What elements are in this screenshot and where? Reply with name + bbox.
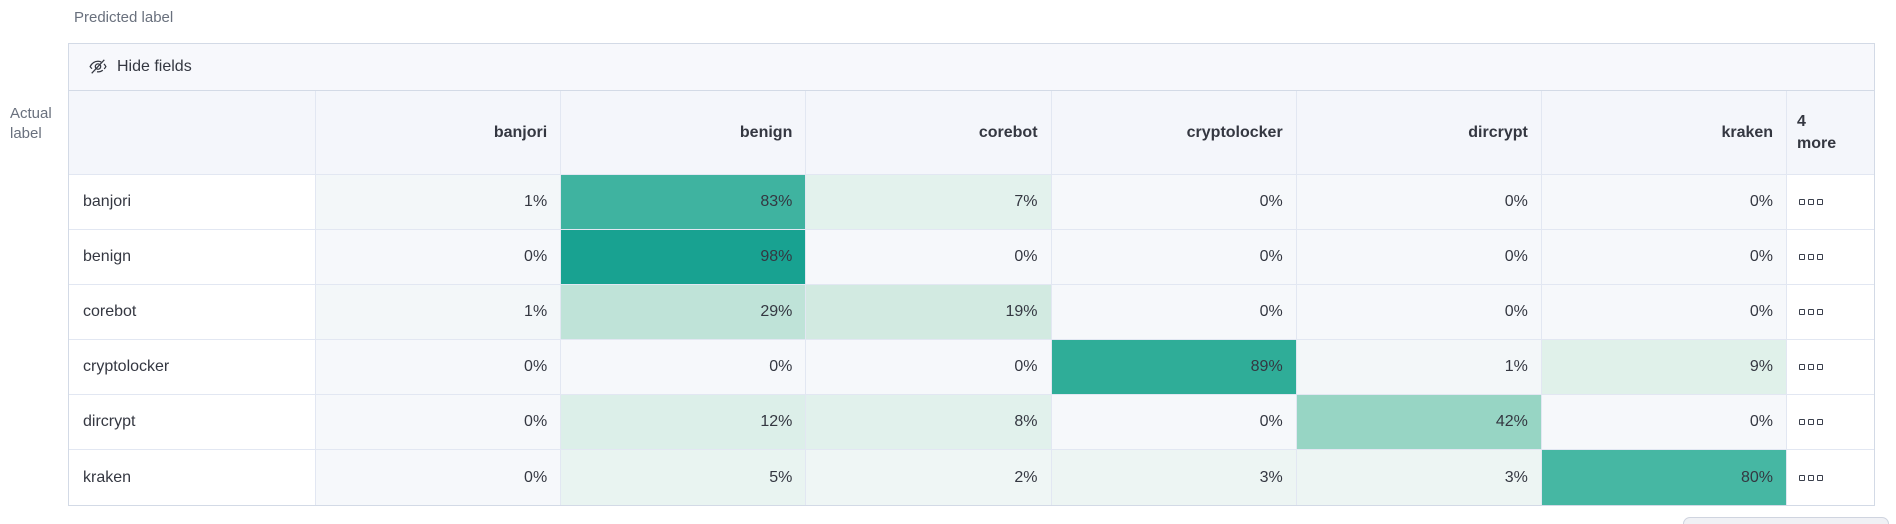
boxes-horizontal-icon <box>1808 199 1815 205</box>
matrix-cell[interactable]: 7% <box>806 175 1052 230</box>
boxes-horizontal-icon <box>1808 474 1815 481</box>
matrix-cell[interactable]: 0% <box>1541 285 1788 340</box>
matrix-cell[interactable]: 0% <box>1541 230 1788 285</box>
matrix-cell[interactable]: 9% <box>1541 340 1788 395</box>
boxes-horizontal-icon <box>1799 364 1806 370</box>
table-row: banjori 1% 83% 7% 0% 0% 0% <box>69 175 1875 230</box>
matrix-cell[interactable]: 0% <box>316 450 562 505</box>
boxes-horizontal-icon <box>1817 419 1824 425</box>
boxes-horizontal-icon <box>1808 419 1815 425</box>
more-columns-word: more <box>1797 134 1837 152</box>
more-cells-button[interactable] <box>1787 285 1875 340</box>
table-row: kraken 0% 5% 2% 3% 3% 80% <box>69 450 1875 505</box>
matrix-cell[interactable]: 0% <box>316 395 562 450</box>
eye-closed-icon <box>89 58 107 76</box>
hide-fields-label: Hide fields <box>117 58 192 75</box>
column-header-corebot[interactable]: corebot <box>806 91 1052 175</box>
boxes-horizontal-icon <box>1817 474 1824 481</box>
boxes-horizontal-icon <box>1808 309 1815 315</box>
row-label-dircrypt: dircrypt <box>69 395 316 450</box>
table-row: corebot 1% 29% 19% 0% 0% 0% <box>69 285 1875 340</box>
row-label-kraken: kraken <box>69 450 316 505</box>
hide-fields-button[interactable]: Hide fields <box>69 44 1874 91</box>
more-cells-button[interactable] <box>1787 450 1875 505</box>
matrix-cell[interactable]: 0% <box>806 340 1052 395</box>
boxes-horizontal-icon <box>1799 474 1806 481</box>
matrix-cell[interactable]: 0% <box>316 340 562 395</box>
row-label-banjori: banjori <box>69 175 316 230</box>
matrix-cell[interactable]: 0% <box>1541 175 1788 230</box>
row-label-corebot: corebot <box>69 285 316 340</box>
boxes-horizontal-icon <box>1799 199 1806 205</box>
boxes-horizontal-icon <box>1799 309 1806 315</box>
matrix-cell[interactable]: 3% <box>1296 450 1542 505</box>
row-label-benign: benign <box>69 230 316 285</box>
boxes-horizontal-icon <box>1817 199 1824 205</box>
column-header-cryptolocker[interactable]: cryptolocker <box>1051 91 1297 175</box>
matrix-cell[interactable]: 1% <box>1296 340 1542 395</box>
matrix-cell[interactable]: 0% <box>1296 175 1542 230</box>
column-header-more[interactable]: 4 more <box>1787 91 1875 175</box>
more-cells-button[interactable] <box>1787 230 1875 285</box>
more-cells-button[interactable] <box>1787 340 1875 395</box>
boxes-horizontal-icon <box>1817 254 1824 260</box>
matrix-cell[interactable]: 1% <box>316 285 562 340</box>
matrix-cell[interactable]: 12% <box>561 395 807 450</box>
matrix-cell[interactable]: 8% <box>806 395 1052 450</box>
matrix-cell[interactable]: 98% <box>561 230 807 285</box>
matrix-cell[interactable]: 19% <box>806 285 1052 340</box>
column-header-banjori[interactable]: banjori <box>316 91 562 175</box>
matrix-cell[interactable]: 3% <box>1051 450 1297 505</box>
actual-axis-label-line1: Actual <box>10 105 52 122</box>
actual-axis-label-line2: label <box>10 125 42 142</box>
table-row: benign 0% 98% 0% 0% 0% 0% <box>69 230 1875 285</box>
matrix-cell[interactable]: 83% <box>561 175 807 230</box>
boxes-horizontal-icon <box>1817 309 1824 315</box>
more-cells-button[interactable] <box>1787 395 1875 450</box>
matrix-cell[interactable]: 0% <box>1051 230 1297 285</box>
matrix-cell[interactable]: 2% <box>806 450 1052 505</box>
more-cells-button[interactable] <box>1787 175 1875 230</box>
matrix-cell[interactable]: 0% <box>1296 230 1542 285</box>
column-header-dircrypt[interactable]: dircrypt <box>1296 91 1542 175</box>
matrix-cell[interactable]: 0% <box>806 230 1052 285</box>
matrix-cell[interactable]: 1% <box>316 175 562 230</box>
actual-axis-label: Actual label <box>10 104 52 144</box>
confusion-matrix-grid: Hide fields banjori benign corebot crypt… <box>68 43 1875 506</box>
matrix-cell[interactable]: 0% <box>1296 285 1542 340</box>
table-row: dircrypt 0% 12% 8% 0% 42% 0% <box>69 395 1875 450</box>
column-header-kraken[interactable]: kraken <box>1541 91 1788 175</box>
matrix-cell[interactable]: 0% <box>1051 285 1297 340</box>
matrix-cell[interactable]: 0% <box>1051 175 1297 230</box>
matrix-cell[interactable]: 0% <box>1051 395 1297 450</box>
matrix-cell[interactable]: 0% <box>1541 395 1788 450</box>
boxes-horizontal-icon <box>1808 364 1815 370</box>
corner-header-cell <box>69 91 316 175</box>
boxes-horizontal-icon <box>1799 254 1806 260</box>
column-header-benign[interactable]: benign <box>561 91 807 175</box>
boxes-horizontal-icon <box>1808 254 1815 260</box>
table-row: cryptolocker 0% 0% 0% 89% 1% 9% <box>69 340 1875 395</box>
matrix-cell[interactable]: 29% <box>561 285 807 340</box>
more-columns-count: 4 <box>1797 112 1806 130</box>
matrix-cell[interactable]: 80% <box>1541 450 1788 505</box>
boxes-horizontal-icon <box>1799 419 1806 425</box>
matrix-cell[interactable]: 0% <box>316 230 562 285</box>
matrix-cell[interactable]: 89% <box>1051 340 1297 395</box>
boxes-horizontal-icon <box>1817 364 1824 370</box>
matrix-cell[interactable]: 0% <box>561 340 807 395</box>
predicted-axis-label: Predicted label <box>74 9 174 26</box>
matrix-cell[interactable]: 5% <box>561 450 807 505</box>
column-header-row: banjori benign corebot cryptolocker dirc… <box>69 91 1875 175</box>
row-label-cryptolocker: cryptolocker <box>69 340 316 395</box>
horizontal-scrollbar-thumb[interactable] <box>1683 517 1889 524</box>
matrix-cell[interactable]: 42% <box>1296 395 1542 450</box>
